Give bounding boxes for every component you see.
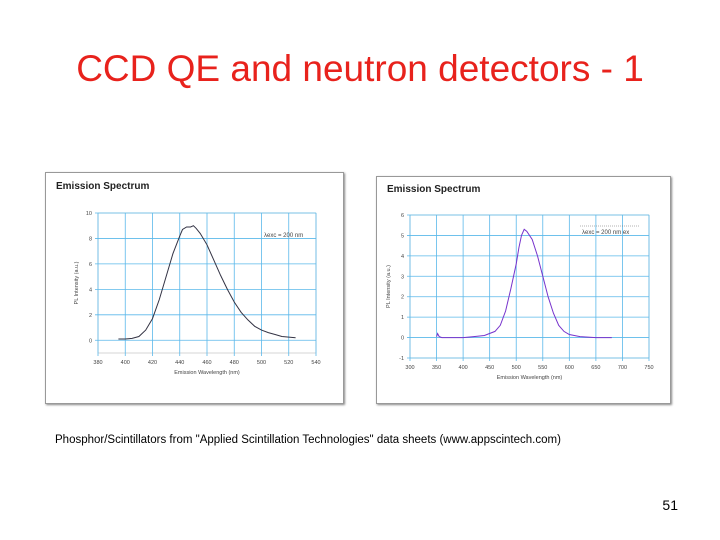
chart1-y-tick-label: 0 — [89, 338, 92, 344]
chart1-x-tick-label: 380 — [93, 360, 102, 366]
chart2-x-tick-label: 700 — [618, 365, 627, 371]
chart2-series-line-0 — [436, 228, 612, 339]
chart2-y-tick-label: 3 — [401, 274, 404, 280]
chart1-y-tick-label: 2 — [89, 313, 92, 319]
chart1-x-tick-label: 520 — [284, 360, 293, 366]
chart2-y-tick-label: 0 — [401, 336, 404, 342]
chart1-x-tick-label: 500 — [257, 360, 266, 366]
chart1-series-line-0 — [118, 225, 296, 340]
chart2-x-tick-label: 500 — [512, 365, 521, 371]
chart1-x-axis-label: Emission Wavelength (nm) — [174, 370, 240, 376]
source-caption: Phosphor/Scintillators from "Applied Sci… — [55, 434, 561, 446]
chart1-x-tick-label: 440 — [175, 360, 184, 366]
chart2-y-tick-label: 4 — [401, 254, 404, 260]
chart2-x-tick-label: 650 — [591, 365, 600, 371]
chart2-x-axis-label: Emission Wavelength (nm) — [497, 375, 563, 381]
chart1-y-tick-label: 6 — [89, 262, 92, 268]
chart1-x-tick-label: 540 — [311, 360, 320, 366]
chart2-y-axis-label: PL Intensity (a.u.) — [386, 265, 392, 308]
chart1-title: Emission Spectrum — [56, 181, 149, 192]
chart2-x-tick-label: 600 — [565, 365, 574, 371]
chart2-x-tick-label: 750 — [644, 365, 653, 371]
chart1-y-axis-label: PL Intensity (a.u.) — [74, 261, 80, 304]
chart2-x-tick-label: 450 — [485, 365, 494, 371]
chart2-y-tick-label: -1 — [399, 356, 404, 362]
emission-spectrum-chart-left: Emission Spectrum 380 400 420 440 460 480 500 52… — [45, 172, 344, 404]
chart2-x-tick-label: 300 — [405, 365, 414, 371]
chart1-y-tick-label: 4 — [89, 287, 92, 293]
chart2-plot-frame — [409, 214, 650, 359]
page-number: 51 — [662, 497, 678, 513]
chart1-x-tick-label: 420 — [148, 360, 157, 366]
chart1-x-tick-label: 480 — [230, 360, 239, 366]
chart1-y-tick-label: 8 — [89, 236, 92, 242]
chart2-x-tick-label: 400 — [459, 365, 468, 371]
slide-title: CCD QE and neutron detectors - 1 — [76, 48, 644, 89]
chart2-y-tick-label: 5 — [401, 233, 404, 239]
chart2-y-tick-label: 6 — [401, 213, 404, 219]
chart1-y-tick-label: 10 — [86, 211, 92, 217]
chart1-x-tick-label: 460 — [202, 360, 211, 366]
chart1-annotation: λexc = 200 nm — [264, 233, 303, 239]
chart2-x-tick-label: 350 — [432, 365, 441, 371]
chart2-annotation: λexc = 200 nm ex — [582, 230, 629, 236]
chart2-y-tick-label: 1 — [401, 315, 404, 321]
chart2-title: Emission Spectrum — [387, 184, 480, 195]
chart1-x-tick-label: 400 — [121, 360, 130, 366]
chart2-y-tick-label: 2 — [401, 295, 404, 301]
emission-spectrum-chart-right: Emission Spectrum 300 350 400 450 500 550 600 65… — [376, 176, 671, 404]
chart2-x-tick-label: 550 — [538, 365, 547, 371]
